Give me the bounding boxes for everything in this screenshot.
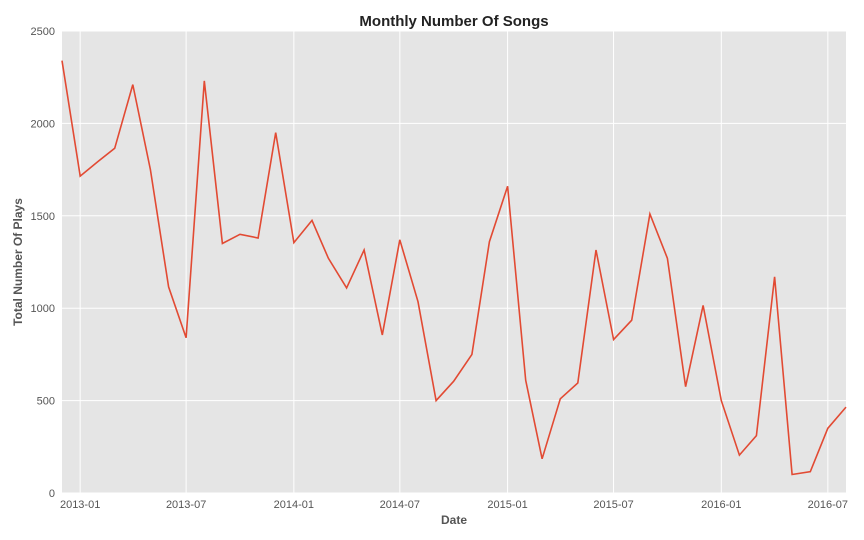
plot-area — [62, 31, 846, 493]
y-tick-label: 2500 — [31, 26, 55, 38]
x-tick-label: 2016-01 — [701, 499, 741, 511]
y-tick-label: 500 — [37, 396, 55, 408]
series-line — [61, 60, 847, 476]
y-tick-label: 1000 — [31, 303, 55, 315]
y-tick-label: 0 — [49, 488, 55, 500]
x-tick-label: 2014-01 — [274, 499, 314, 511]
x-tick-label: 2016-07 — [808, 499, 848, 511]
x-axis-title: Date — [441, 513, 467, 527]
y-axis-ticks: 0 500 1000 1500 2000 2500 — [31, 26, 55, 500]
x-tick-label: 2015-07 — [593, 499, 633, 511]
x-tick-label: 2013-01 — [60, 499, 100, 511]
x-tick-label: 2013-07 — [166, 499, 206, 511]
x-axis-ticks: 2013-01 2013-07 2014-01 2014-07 2015-01 2015-… — [60, 499, 848, 511]
chart-title: Monthly Number Of Songs — [359, 13, 548, 30]
x-tick-label: 2015-01 — [487, 499, 527, 511]
y-axis-title: Total Number Of Plays — [11, 198, 25, 326]
y-tick-label: 2000 — [31, 118, 55, 130]
x-tick-label: 2014-07 — [380, 499, 420, 511]
y-tick-label: 1500 — [31, 211, 55, 223]
grid-lines — [62, 30, 846, 494]
